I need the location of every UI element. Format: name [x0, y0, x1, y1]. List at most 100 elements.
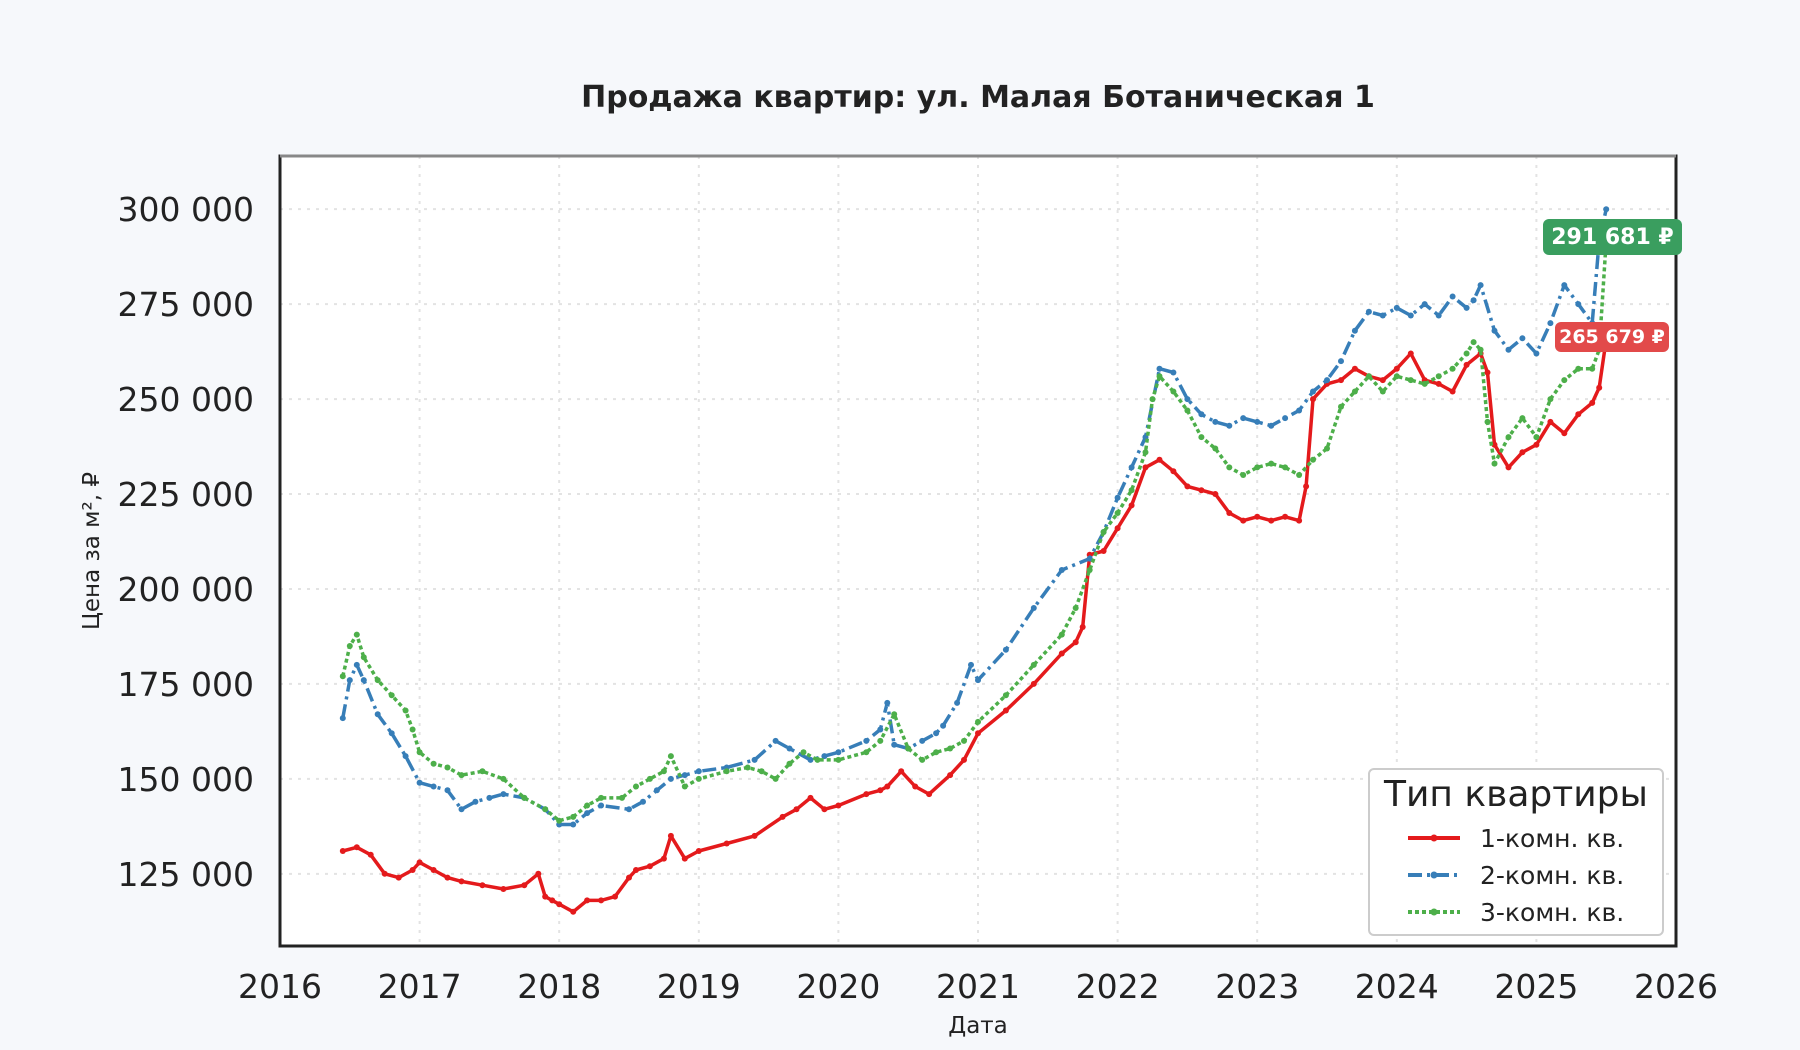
x-tick-label: 2024 — [1355, 967, 1439, 1006]
data-point — [751, 756, 758, 763]
value-badge: 291 681 ₽ — [1543, 219, 1682, 255]
data-point — [1519, 415, 1526, 422]
data-point — [612, 893, 618, 900]
x-tick-label: 2023 — [1215, 967, 1299, 1006]
data-point — [1407, 312, 1414, 319]
data-point — [1324, 377, 1330, 384]
data-point — [1505, 464, 1512, 471]
data-point — [1407, 377, 1414, 384]
data-point — [1072, 605, 1079, 611]
data-point — [772, 737, 779, 744]
data-point — [863, 737, 870, 744]
data-point — [1149, 396, 1156, 403]
data-point — [584, 897, 591, 904]
data-point — [681, 783, 688, 790]
data-point — [1226, 510, 1233, 516]
data-point — [919, 737, 926, 744]
data-point — [772, 775, 779, 782]
data-point — [1296, 517, 1303, 524]
data-point — [884, 699, 891, 706]
data-point — [1596, 384, 1603, 391]
x-tick-label: 2017 — [378, 967, 462, 1006]
y-axis-label: Цена за м², ₽ — [79, 472, 105, 630]
data-point — [1379, 388, 1386, 395]
data-point — [695, 768, 702, 775]
y-tick-label: 225 000 — [118, 475, 254, 514]
data-point — [919, 756, 926, 763]
data-point — [1547, 418, 1554, 425]
data-point — [1058, 650, 1065, 657]
data-point — [1128, 502, 1135, 509]
data-point — [500, 775, 507, 782]
data-point — [1254, 418, 1261, 425]
data-point — [1156, 456, 1163, 463]
x-axis-label: Дата — [948, 1013, 1008, 1039]
legend-marker — [1430, 834, 1438, 842]
legend-item[interactable]: 3-комн. кв. — [1408, 898, 1624, 927]
data-point — [633, 867, 639, 873]
data-point — [1470, 297, 1477, 304]
legend-item[interactable]: 1-комн. кв. — [1408, 824, 1624, 853]
legend-label: 2-комн. кв. — [1480, 861, 1624, 890]
data-point — [695, 775, 702, 782]
data-point — [1156, 365, 1163, 372]
data-point — [1086, 567, 1093, 573]
data-point — [381, 870, 388, 877]
data-point — [535, 870, 542, 877]
y-tick-label: 200 000 — [118, 570, 254, 609]
y-tick-label: 150 000 — [118, 760, 254, 799]
data-point — [947, 745, 954, 752]
data-point — [1296, 407, 1303, 414]
data-point — [912, 783, 919, 790]
data-point — [500, 791, 507, 798]
data-point — [1268, 460, 1275, 467]
data-point — [367, 851, 374, 858]
legend[interactable]: Тип квартиры 1-комн. кв. 2-комн. кв. 3-ком… — [1368, 768, 1664, 936]
legend-label: 1-комн. кв. — [1480, 824, 1624, 853]
y-axis: 125 000 150 000 175 000 200 000 225 000 250 0… — [118, 190, 254, 894]
data-point — [758, 768, 765, 775]
x-tick-label: 2025 — [1494, 967, 1578, 1006]
data-point — [1128, 464, 1135, 471]
legend-marker — [1430, 871, 1438, 879]
data-point — [1254, 513, 1261, 520]
data-point — [1303, 483, 1310, 490]
x-tick-label: 2020 — [796, 967, 880, 1006]
data-point — [430, 867, 437, 873]
data-point — [800, 749, 807, 756]
data-point — [975, 730, 981, 737]
data-point — [1589, 365, 1596, 372]
data-point — [723, 840, 730, 847]
data-point — [409, 726, 416, 733]
data-point — [835, 802, 842, 809]
data-point — [542, 806, 549, 813]
legend-item[interactable]: 2-комн. кв. — [1408, 861, 1624, 890]
data-point — [479, 882, 486, 889]
data-point — [1170, 388, 1177, 395]
data-point — [926, 791, 933, 798]
data-point — [1449, 293, 1456, 300]
data-point — [416, 859, 423, 866]
data-point — [1393, 365, 1400, 372]
data-point — [402, 753, 409, 760]
data-point — [619, 794, 625, 801]
data-point — [1184, 407, 1191, 414]
data-point — [877, 737, 884, 744]
data-point — [1268, 422, 1275, 429]
data-point — [821, 806, 828, 813]
data-point — [646, 775, 653, 782]
plot-area — [278, 154, 1678, 948]
data-point — [346, 643, 353, 649]
data-point — [598, 794, 605, 801]
value-badge-bg — [1543, 219, 1682, 255]
x-tick-label: 2026 — [1634, 967, 1718, 1006]
data-point — [1533, 350, 1540, 357]
data-point — [1310, 396, 1316, 403]
annotations: 291 681 ₽ 265 679 ₽ — [1543, 219, 1682, 352]
data-point — [695, 848, 702, 854]
data-point — [1268, 517, 1275, 524]
data-point — [584, 810, 591, 817]
data-point — [1240, 517, 1247, 524]
data-point — [863, 749, 870, 756]
data-point — [1310, 388, 1316, 395]
